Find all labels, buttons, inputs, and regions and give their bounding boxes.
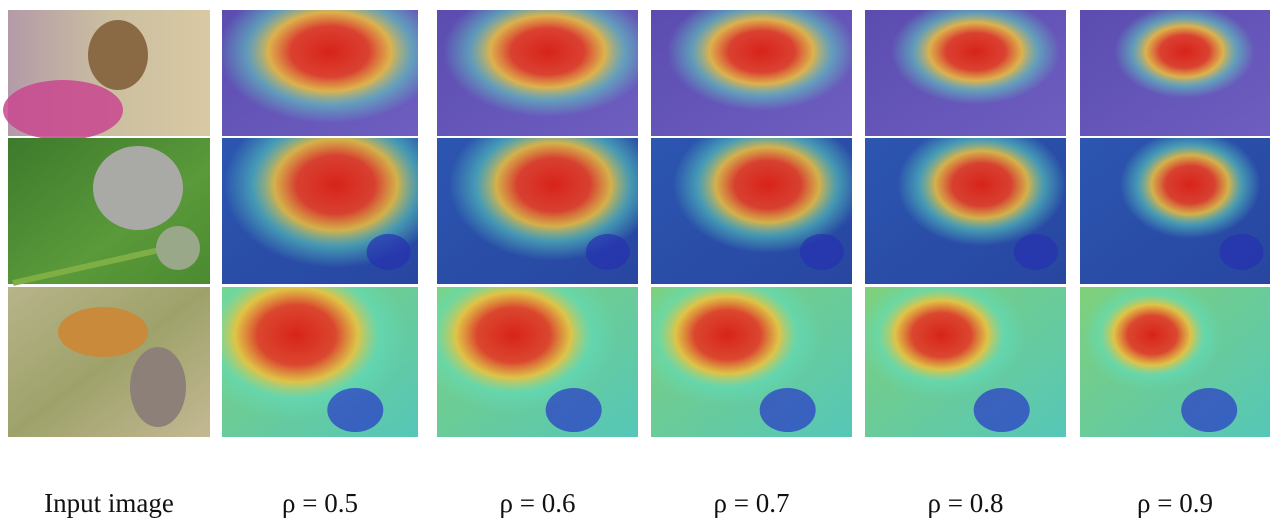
cool-spot [1013, 233, 1058, 270]
image-cell [8, 138, 210, 286]
image-cell [8, 287, 210, 437]
image-cell [651, 10, 852, 136]
heatmap [651, 10, 852, 136]
butterfly [93, 146, 183, 230]
cool-spot [759, 388, 816, 432]
cool-spot [327, 388, 384, 432]
heatmap [865, 287, 1066, 437]
heatmap [865, 10, 1066, 136]
heatmap [437, 10, 638, 136]
heatmap [651, 287, 852, 437]
image-cell [3, 10, 210, 140]
cool-spot [799, 233, 844, 270]
image-cell [437, 287, 638, 437]
image-cell [437, 138, 638, 284]
image-cell [651, 287, 852, 437]
image-cell [651, 138, 852, 284]
bud [130, 347, 186, 427]
captions: Input image ρ = 0.5 ρ = 0.6 ρ = 0.7 ρ = 0.8 ρ… [44, 488, 1213, 518]
image-cell [1080, 10, 1270, 136]
image-cell [865, 138, 1066, 284]
heatmap [1080, 287, 1270, 437]
caption: ρ = 0.6 [500, 488, 576, 518]
heatmap [1080, 10, 1270, 136]
cool-spot [1181, 388, 1238, 432]
butterfly [58, 307, 148, 357]
caption: ρ = 0.8 [928, 488, 1004, 518]
image-cell [222, 10, 418, 136]
cool-spot [1219, 233, 1264, 270]
butterfly [88, 20, 148, 90]
image-grid [3, 10, 1270, 437]
cool-spot [545, 388, 602, 432]
image-cell [1080, 138, 1270, 284]
image-cell [222, 287, 418, 437]
image-cell [437, 10, 638, 136]
flower [3, 80, 123, 140]
cool-spot [973, 388, 1030, 432]
caption: ρ = 0.7 [714, 488, 790, 518]
bud [156, 226, 200, 270]
image-cell [222, 138, 418, 284]
cool-spot [366, 233, 411, 270]
heatmap [437, 287, 638, 437]
image-cell [865, 287, 1066, 437]
image-cell [1080, 287, 1270, 437]
heatmap [222, 10, 418, 136]
caption: ρ = 0.5 [282, 488, 358, 518]
caption: ρ = 0.9 [1137, 488, 1213, 518]
image-cell [865, 10, 1066, 136]
caption: Input image [44, 488, 174, 518]
cool-spot [585, 233, 630, 270]
stem [12, 245, 169, 286]
heatmap [222, 287, 418, 437]
